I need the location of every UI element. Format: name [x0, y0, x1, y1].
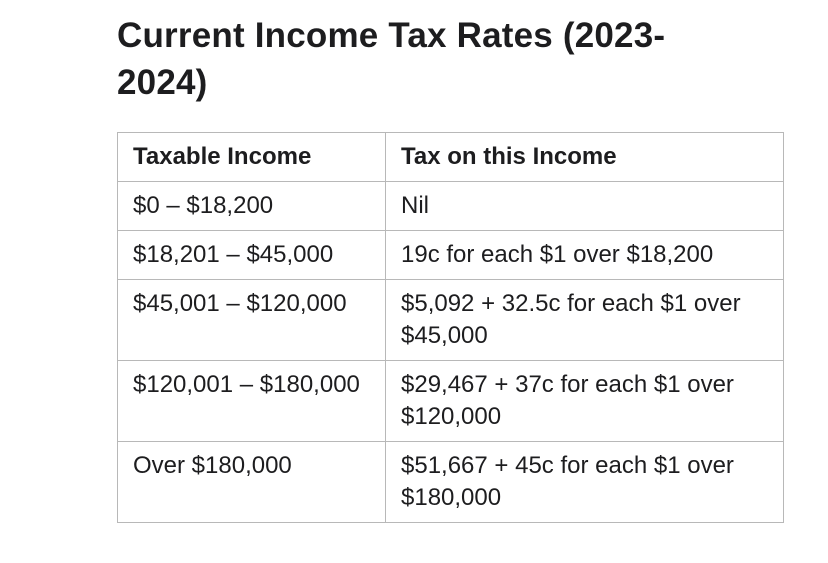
tax-amount-cell: $5,092 + 32.5c for each $1 over $45,000 — [385, 279, 784, 361]
taxable-income-cell: $45,001 – $120,000 — [117, 279, 386, 361]
taxable-income-cell: $120,001 – $180,000 — [117, 360, 386, 442]
taxable-income-cell: $18,201 – $45,000 — [117, 230, 386, 280]
tax-amount-cell: 19c for each $1 over $18,200 — [385, 230, 784, 280]
taxable-income-cell: $0 – $18,200 — [117, 181, 386, 231]
tax-rates-table: Taxable Income Tax on this Income $0 – $… — [117, 132, 784, 523]
table-body: $0 – $18,200 Nil $18,201 – $45,000 19c f… — [117, 181, 784, 523]
table-row: $120,001 – $180,000 $29,467 + 37c for ea… — [117, 360, 784, 442]
tax-amount-cell: $29,467 + 37c for each $1 over $120,000 — [385, 360, 784, 442]
page-title: Current Income Tax Rates (2023-2024) — [117, 16, 666, 102]
taxable-income-cell: Over $180,000 — [117, 441, 386, 523]
column-header-tax-on-income: Tax on this Income — [385, 132, 784, 182]
table-row: $45,001 – $120,000 $5,092 + 32.5c for ea… — [117, 279, 784, 361]
table-row: Over $180,000 $51,667 + 45c for each $1 … — [117, 441, 784, 523]
column-header-taxable-income: Taxable Income — [117, 132, 386, 182]
table-row: $0 – $18,200 Nil — [117, 181, 784, 231]
table-header-row: Taxable Income Tax on this Income — [117, 132, 784, 182]
tax-amount-cell: Nil — [385, 181, 784, 231]
page: Current Income Tax Rates (2023-2024) Tax… — [117, 16, 784, 523]
tax-amount-cell: $51,667 + 45c for each $1 over $180,000 — [385, 441, 784, 523]
table-row: Taxable Income Tax on this Income — [117, 132, 784, 182]
table-row: $18,201 – $45,000 19c for each $1 over $… — [117, 230, 784, 280]
